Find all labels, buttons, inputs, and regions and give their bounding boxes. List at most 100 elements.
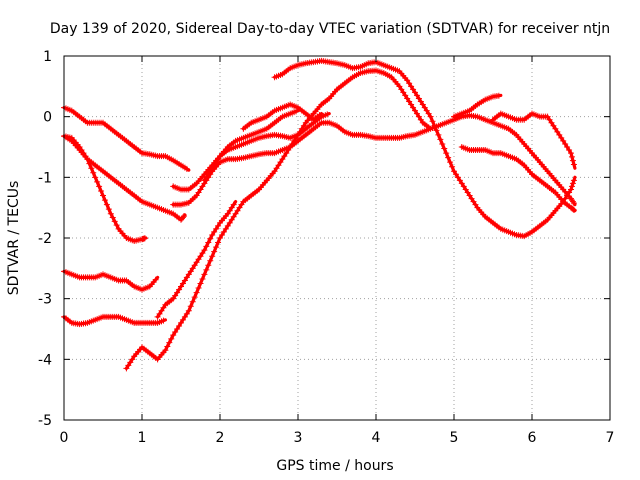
- series-point-marker: [415, 95, 422, 102]
- series-point-marker: [209, 165, 216, 172]
- series-point-marker: [176, 286, 183, 293]
- series-point-marker: [209, 231, 216, 238]
- series-point-marker: [425, 110, 432, 117]
- series-point-marker: [570, 206, 577, 213]
- series-point-marker: [413, 92, 420, 99]
- series-point-marker: [129, 356, 136, 363]
- series-point-marker: [570, 177, 577, 184]
- series-point-marker: [408, 83, 415, 90]
- grid-lines: [64, 56, 610, 420]
- series-point-marker: [211, 228, 218, 235]
- series-point-marker: [412, 107, 418, 114]
- series-point-marker: [207, 168, 214, 175]
- series-point-marker: [166, 339, 173, 346]
- series-point-marker: [437, 136, 444, 143]
- x-tick-label: 6: [528, 430, 537, 446]
- series-point-marker: [203, 243, 210, 250]
- series-point-marker: [141, 235, 148, 242]
- series-point-marker: [400, 89, 407, 96]
- x-tick-label: 3: [294, 430, 303, 446]
- series-point-marker: [103, 201, 110, 208]
- series-point-marker: [78, 147, 85, 154]
- series-point-marker: [199, 183, 206, 190]
- series-point-marker: [447, 159, 454, 166]
- series-point-marker: [178, 283, 184, 290]
- series-point-marker: [215, 222, 222, 229]
- series-point-marker: [406, 80, 413, 87]
- series-point-marker: [224, 210, 231, 217]
- series-point-marker: [464, 189, 471, 196]
- series-point-marker: [215, 156, 222, 163]
- series-point-marker: [179, 280, 186, 287]
- series-point-marker: [189, 298, 196, 305]
- series-point-marker: [101, 197, 108, 204]
- data-series: [61, 57, 577, 372]
- series-point-marker: [183, 274, 190, 281]
- series-point-marker: [205, 171, 212, 178]
- series-point-marker: [550, 122, 557, 129]
- series-point-marker: [472, 201, 479, 208]
- series-point-marker: [183, 165, 190, 172]
- series-point-marker: [568, 183, 575, 190]
- series-point-marker: [410, 86, 417, 93]
- series-point-marker: [458, 180, 465, 187]
- series-point-marker: [275, 162, 282, 169]
- series-point-marker: [495, 92, 502, 99]
- y-tick-label: -2: [38, 231, 52, 247]
- series-point-marker: [324, 111, 331, 118]
- series-point-marker: [213, 244, 220, 251]
- series-point-marker: [185, 271, 192, 278]
- series-point-marker: [90, 169, 97, 176]
- series-point-marker: [105, 206, 112, 213]
- series-point-marker: [203, 266, 210, 273]
- series-point-marker: [125, 362, 132, 369]
- series-point-marker: [195, 189, 202, 196]
- series-point-marker: [413, 110, 420, 117]
- series-point-marker: [410, 104, 417, 111]
- series-point-marker: [183, 310, 190, 317]
- series-point-marker: [203, 174, 210, 181]
- series-point-marker: [427, 113, 434, 120]
- series-point-marker: [228, 204, 235, 211]
- series-point-marker: [232, 210, 239, 217]
- series-point-marker: [172, 329, 179, 336]
- y-tick-label: -4: [38, 352, 52, 368]
- series-point-marker: [195, 285, 202, 292]
- series-point-marker: [178, 319, 184, 326]
- series-point-marker: [544, 113, 551, 120]
- series-point-marker: [431, 122, 438, 129]
- series-point-marker: [195, 256, 202, 263]
- series-point-marker: [180, 213, 187, 220]
- series-point-marker: [238, 201, 245, 208]
- series-point-marker: [417, 98, 424, 105]
- series-point-marker: [439, 140, 446, 147]
- series-point-marker: [209, 253, 216, 260]
- x-tick-label: 0: [60, 430, 69, 446]
- series-point-marker: [207, 235, 214, 242]
- series-point-marker: [230, 201, 237, 208]
- x-tick-label: 7: [606, 430, 615, 446]
- series-point-marker: [443, 150, 450, 157]
- x-tick-label: 2: [216, 430, 225, 446]
- y-axis-label: SDTVAR / TECUs: [6, 181, 22, 296]
- series-point-marker: [445, 154, 452, 161]
- series-point-marker: [197, 186, 204, 193]
- series-point-marker: [168, 335, 175, 342]
- series-point-marker: [88, 165, 95, 172]
- series-point-marker: [185, 307, 192, 314]
- series-point-marker: [174, 326, 181, 332]
- series-point-marker: [174, 289, 181, 296]
- series-point-marker: [191, 294, 198, 301]
- series-point-marker: [566, 189, 573, 196]
- series-point-marker: [566, 147, 573, 154]
- series-point-marker: [86, 160, 93, 167]
- series-point-marker: [273, 165, 280, 172]
- series-point-marker: [468, 195, 475, 202]
- series-point-marker: [179, 214, 186, 221]
- chart-title: Day 139 of 2020, Sidereal Day-to-day VTE…: [50, 21, 610, 37]
- series-point-marker: [234, 207, 241, 214]
- series-point-marker: [215, 239, 222, 246]
- series-point-marker: [569, 206, 576, 213]
- series-point-marker: [109, 214, 116, 221]
